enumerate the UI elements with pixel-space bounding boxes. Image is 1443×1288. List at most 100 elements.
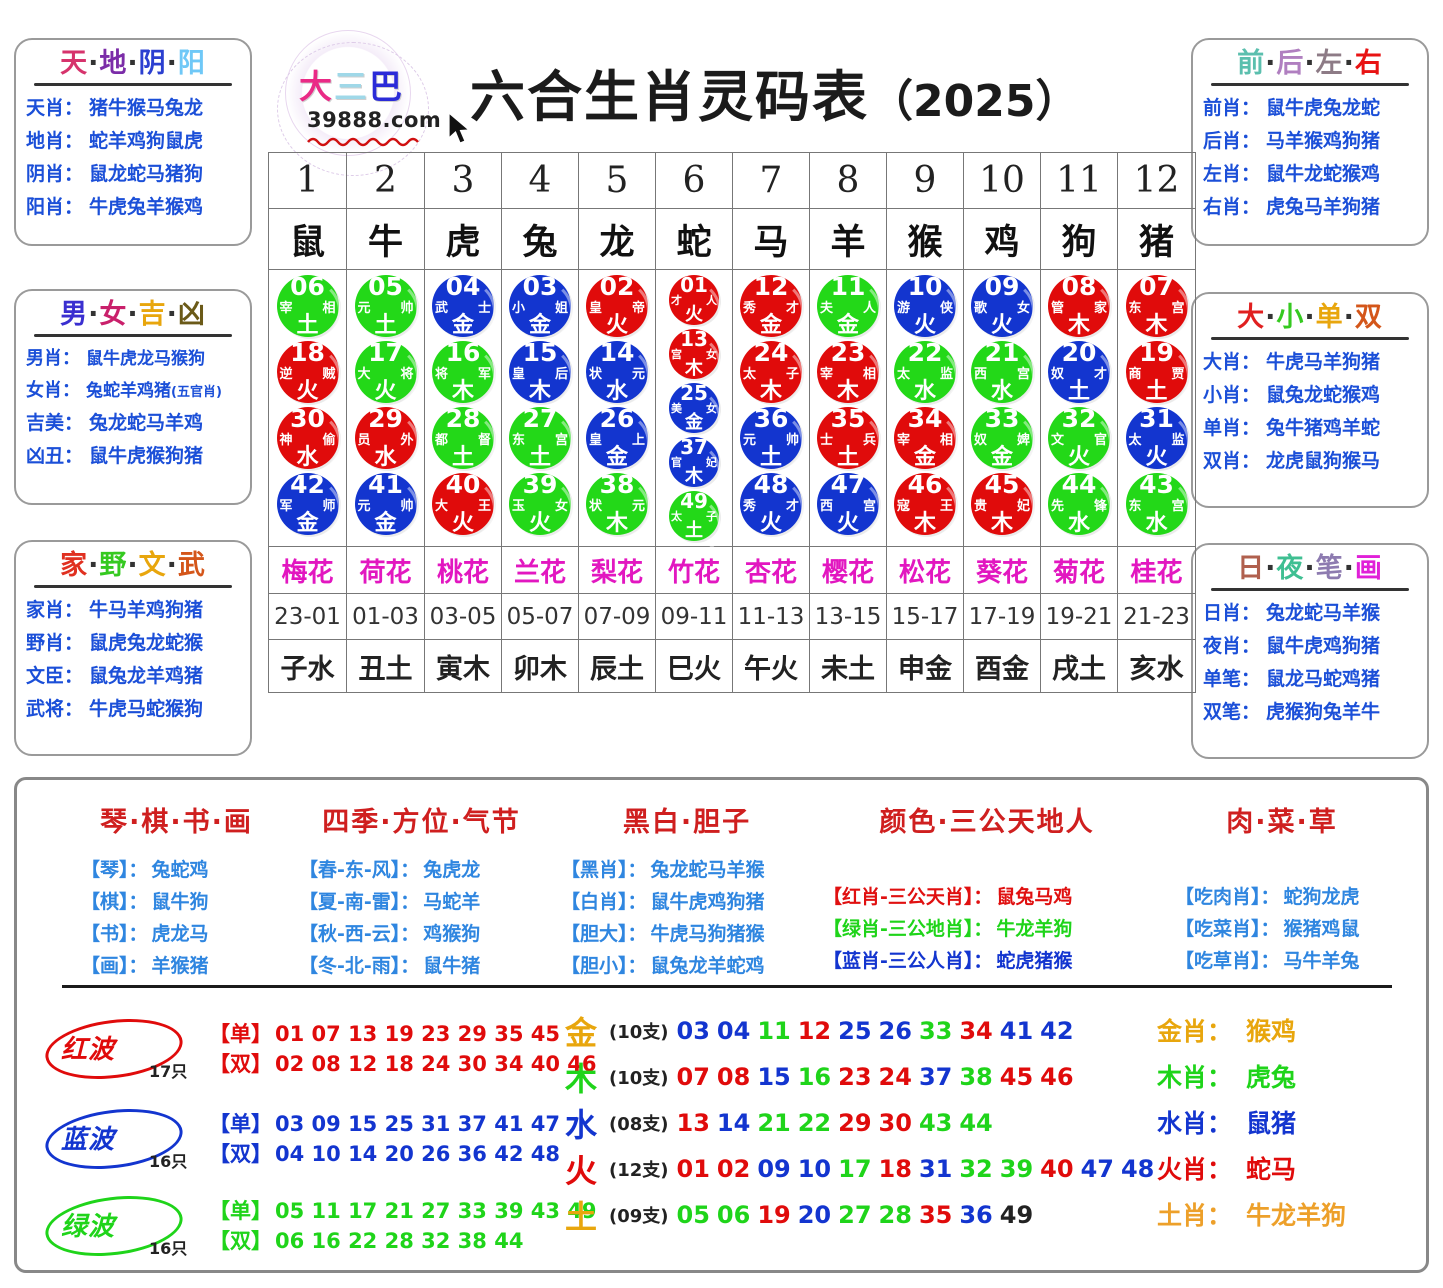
element-number: 42 <box>1040 1017 1074 1045</box>
ball-right-char: 官 <box>1093 433 1107 448</box>
ball-left-char: 太 <box>671 510 682 523</box>
number-ball[interactable]: 40 大 王火 <box>428 471 496 541</box>
table-cell-flower: 荷花 <box>346 546 425 594</box>
table-cell-zodiac: 猴 <box>886 208 964 270</box>
page-title-year: （2025） <box>869 76 1080 127</box>
number-ball[interactable]: 04 武 士金 <box>428 273 496 343</box>
number-ball[interactable]: 01 才 人火 <box>653 275 721 343</box>
ball-column: 06 宰 相土 18 逆 贼火 30 神 偷水 42 军 师金 <box>269 272 346 541</box>
table-cell-stem: 辰土 <box>578 639 656 693</box>
table-cell-hour: 09-11 <box>655 593 733 640</box>
number-ball[interactable]: 42 军 师金 <box>272 471 341 541</box>
number-ball[interactable]: 36 元 帅土 <box>736 405 804 475</box>
table-cell-zodiac: 龙 <box>578 208 656 270</box>
card-row: 武将： 牛虎马蛇猴狗 <box>26 694 240 721</box>
ball-number: 49 <box>680 489 708 513</box>
element-zodiac-value: 鼠猪 <box>1246 1109 1297 1138</box>
number-ball[interactable]: 09 歌 女火 <box>967 273 1035 343</box>
number-ball[interactable]: 41 元 帅金 <box>350 471 419 541</box>
number-ball[interactable]: 26 皇 上金 <box>582 405 650 475</box>
number-ball[interactable]: 48 秀 才火 <box>736 471 804 541</box>
row-key: 天肖： <box>26 97 84 120</box>
number-ball[interactable]: 34 宰 相金 <box>890 405 958 475</box>
ball-number: 06 <box>290 272 325 301</box>
number-ball[interactable]: 05 元 帅土 <box>350 273 419 343</box>
card-nan-nv-ji-xiong: 男·女·吉·凶 男肖： 鼠牛虎龙马猴狗 女肖： 兔蛇羊鸡猪 (五官肖) 吉美： 兔龙蛇马… <box>14 289 252 505</box>
number-ball[interactable]: 49 太 子土 <box>653 489 721 559</box>
number-ball[interactable]: 14 状 元水 <box>582 339 650 409</box>
number-ball[interactable]: 28 都 督土 <box>428 405 496 475</box>
number-ball[interactable]: 19 商 贾土 <box>1121 339 1190 409</box>
group-line: 【绿肖-三公地肖】： 牛龙羊狗 <box>823 914 1157 941</box>
number-ball[interactable]: 10 游 侠火 <box>890 272 958 343</box>
number-ball[interactable]: 47 西 宫火 <box>813 471 881 541</box>
number-ball[interactable]: 02 皇 帝火 <box>582 273 650 343</box>
ball-number: 10 <box>907 272 943 301</box>
number-ball[interactable]: 07 东 宫木 <box>1121 272 1190 343</box>
ball-column: 08 管 家木 20 奴 才土 32 文 官火 44 先 锋水 <box>1041 273 1117 541</box>
number-ball[interactable]: 03 小 姐金 <box>505 273 573 343</box>
ball-right-char: 监 <box>939 367 953 382</box>
number-ball[interactable]: 24 太 子木 <box>736 339 804 409</box>
wave-even-line: 【双】 06 16 22 28 32 38 44 <box>209 1229 524 1253</box>
wave-count: 16只 <box>149 1239 188 1258</box>
line-key: 【冬-北-雨】： <box>299 955 420 977</box>
number-ball[interactable]: 13 宫 女木 <box>653 329 721 397</box>
row-key: 前肖： <box>1203 97 1261 120</box>
ball-column: 02 皇帝火 14 状元水 26 皇上金 38 状元木 <box>579 273 655 541</box>
number-ball[interactable]: 32 文 官火 <box>1044 405 1112 475</box>
ball-left-char: 皇 <box>589 433 603 448</box>
number-ball[interactable]: 21 西 宫水 <box>967 339 1035 409</box>
table-cell-hour: 15-17 <box>886 593 964 640</box>
number-ball[interactable]: 06 宰 相土 <box>272 272 341 343</box>
number-ball[interactable]: 35 士 兵土 <box>813 405 881 475</box>
ball-left-char: 宫 <box>671 348 682 361</box>
card-row: 凶丑： 鼠牛虎猴狗猪 <box>26 441 240 468</box>
number-ball[interactable]: 23 宰 相木 <box>813 339 881 409</box>
number-ball[interactable]: 22 太 监水 <box>890 339 958 409</box>
number-ball[interactable]: 37 官 妃木 <box>653 437 721 505</box>
number-ball[interactable]: 15 皇 后木 <box>505 339 573 409</box>
table-cell-zodiac: 鼠 <box>268 208 347 270</box>
number-ball[interactable]: 43 东 宫水 <box>1121 471 1190 541</box>
number-ball[interactable]: 16 将 军木 <box>428 339 496 409</box>
ball-element: 金 <box>990 445 1013 470</box>
number-ball[interactable]: 17 大 将火 <box>350 339 419 409</box>
ball-element: 水 <box>605 379 628 404</box>
number-ball[interactable]: 39 玉 女火 <box>505 471 573 541</box>
ball-element: 火 <box>451 511 474 536</box>
row-value: 牛虎兔羊猴鸡 <box>89 196 204 219</box>
ball-left-char: 元 <box>743 433 757 448</box>
ball-element: 水 <box>1067 511 1090 536</box>
ball-number: 07 <box>1139 272 1174 301</box>
group-heading: 颜色·三公天地人 <box>879 807 1095 838</box>
number-ball[interactable]: 46 寇 王木 <box>890 471 958 541</box>
number-ball[interactable]: 31 太 监火 <box>1121 405 1190 475</box>
number-ball[interactable]: 33 奴 婢金 <box>967 405 1035 475</box>
number-ball[interactable]: 29 员 外水 <box>350 405 419 475</box>
number-ball[interactable]: 38 状 元木 <box>582 471 650 541</box>
number-ball[interactable]: 30 神 偷水 <box>272 405 341 475</box>
row-value: 兔蛇羊鸡猪 <box>86 381 171 402</box>
number-ball[interactable]: 44 先 锋水 <box>1044 471 1112 541</box>
table-cell-zodiac: 鸡 <box>963 208 1041 270</box>
number-ball[interactable]: 08 管 家木 <box>1044 273 1112 343</box>
table-cell-hour: 11-13 <box>732 593 810 640</box>
card-title: 大·小·单·双 <box>1237 302 1383 333</box>
ball-element: 水 <box>374 445 397 470</box>
number-ball[interactable]: 25 美 女金 <box>653 383 721 451</box>
table-cell-flower: 樱花 <box>809 546 887 594</box>
element-number: 05 <box>676 1201 710 1229</box>
table-cell-flower: 杏花 <box>732 546 810 594</box>
number-ball[interactable]: 18 逆 贼火 <box>272 339 341 409</box>
wave-odd-line: 【单】 03 09 15 25 31 37 41 47 <box>209 1111 560 1136</box>
table-cell-hour: 01-03 <box>346 593 425 640</box>
number-ball[interactable]: 45 贵 妃木 <box>967 471 1035 541</box>
wave-badge: 红波 17只 <box>41 1011 195 1087</box>
card-row: 小肖： 鼠兔龙蛇猴鸡 <box>1203 380 1417 407</box>
number-ball[interactable]: 11 夫 人金 <box>813 273 881 343</box>
wave-name: 绿波 <box>61 1212 116 1242</box>
number-ball[interactable]: 27 东 宫土 <box>505 405 573 475</box>
number-ball[interactable]: 20 奴 才土 <box>1044 339 1112 409</box>
number-ball[interactable]: 12 秀 才金 <box>736 273 804 343</box>
